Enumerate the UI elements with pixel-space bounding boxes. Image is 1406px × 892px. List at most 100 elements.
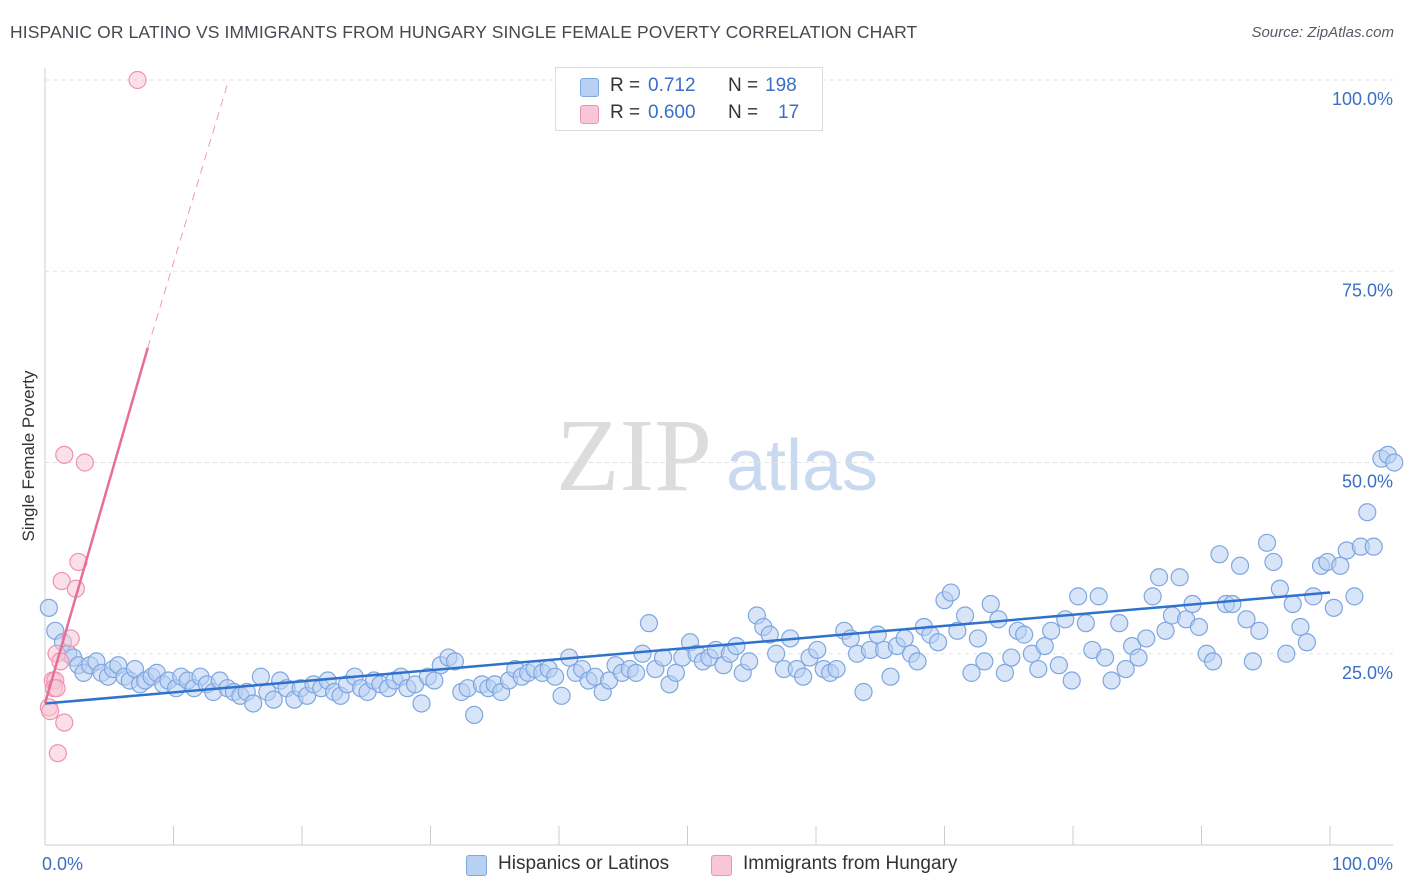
tick-labels: 25.0% 50.0% 75.0% 100.0% 0.0% 100.0%	[42, 89, 1393, 874]
data-point-hispanic	[1210, 545, 1229, 564]
data-point-hispanic	[767, 644, 786, 663]
legend-r-value: 0.712	[648, 75, 696, 96]
data-point-hispanic	[1049, 656, 1068, 675]
data-point-hispanic	[1062, 671, 1081, 690]
data-point-hispanic	[264, 690, 283, 709]
legend-n-label: N =	[728, 75, 759, 96]
legend-r-value: 0.600	[648, 102, 696, 123]
data-point-hungary	[55, 713, 74, 732]
data-point-hispanic	[1257, 533, 1277, 552]
data-point-hispanic	[854, 682, 873, 702]
legend-n-value: 198	[765, 75, 797, 96]
data-point-hispanic	[1270, 579, 1289, 598]
data-point-hispanic	[465, 705, 484, 725]
data-point-hispanic	[981, 594, 1000, 614]
legend-label: Hispanics or Latinos	[498, 853, 670, 874]
data-point-hispanic	[928, 633, 948, 652]
data-point-hispanic	[989, 610, 1008, 629]
data-point-hispanic	[1096, 648, 1115, 667]
data-point-hungary	[48, 744, 67, 763]
data-point-hispanic	[908, 652, 927, 671]
data-point-hispanic	[895, 629, 914, 648]
data-point-hispanic	[1015, 625, 1034, 644]
data-point-hispanic	[1223, 594, 1242, 614]
chart-title: HISPANIC OR LATINO VS IMMIGRANTS FROM HU…	[10, 22, 918, 42]
legend-swatch-pink	[711, 855, 732, 876]
data-point-hispanic	[1110, 614, 1129, 633]
data-point-hispanic	[1230, 556, 1250, 575]
watermark-atlas: atlas	[726, 426, 878, 506]
data-point-hispanic	[948, 621, 967, 640]
y-tick-label: 50.0%	[1342, 472, 1393, 492]
data-point-hispanic	[1029, 659, 1048, 679]
data-point-hispanic	[1042, 621, 1061, 640]
legend-n-label: N =	[728, 102, 759, 123]
y-axis-title: Single Female Poverty	[19, 370, 38, 542]
data-point-hispanic	[1385, 453, 1404, 472]
data-point-hispanic	[1324, 598, 1343, 617]
source-label: Source: ZipAtlas.com	[1251, 24, 1394, 41]
data-point-hispanic	[1358, 503, 1377, 522]
data-point-hispanic	[633, 644, 652, 663]
data-point-hispanic	[962, 663, 981, 682]
data-point-hispanic	[941, 583, 961, 602]
data-point-hispanic	[1243, 652, 1263, 671]
y-tick-label: 100.0%	[1332, 89, 1393, 109]
data-point-hispanic	[1076, 614, 1095, 633]
data-point-hispanic	[626, 663, 646, 682]
data-point-hispanic	[412, 694, 431, 713]
data-point-hispanic	[1143, 587, 1162, 606]
data-point-hungary	[52, 571, 71, 591]
data-point-hispanic	[1277, 644, 1296, 663]
data-point-hispanic	[1345, 587, 1364, 606]
data-point-hispanic	[727, 636, 746, 656]
legend-swatch-blue	[580, 78, 599, 97]
data-point-hispanic	[1250, 621, 1269, 640]
legend-swatch-pink	[580, 105, 599, 124]
data-point-hungary	[41, 702, 60, 721]
y-tick-label: 75.0%	[1342, 280, 1393, 300]
watermark: ZIP atlas	[556, 398, 878, 513]
x-tick-label: 100.0%	[1332, 854, 1393, 874]
data-point-hispanic	[955, 606, 975, 625]
stats-legend: R = 0.712 N = 198 R = 0.600 N = 17	[555, 67, 823, 131]
data-point-hispanic	[1264, 552, 1283, 572]
x-tick-label: 0.0%	[42, 854, 83, 874]
legend-swatch-blue	[466, 855, 487, 876]
trend-line-hungary-extension	[147, 79, 230, 348]
data-point-hispanic	[1283, 594, 1302, 614]
data-point-hispanic	[39, 598, 58, 617]
data-point-hispanic	[760, 625, 779, 644]
trend-line-hungary	[43, 347, 150, 704]
data-point-hispanic	[1170, 568, 1189, 587]
data-point-hispanic	[251, 667, 270, 686]
data-point-hungary	[61, 629, 80, 648]
data-point-hispanic	[975, 652, 994, 671]
trend-line-hispanic	[44, 591, 1331, 705]
data-point-hispanic	[808, 640, 827, 660]
data-point-hispanic	[868, 625, 887, 644]
data-point-hispanic	[1102, 671, 1121, 690]
data-point-hispanic	[1156, 621, 1175, 640]
data-point-hispanic	[1129, 648, 1148, 667]
data-point-hispanic	[881, 667, 900, 686]
data-point-hispanic	[546, 667, 565, 686]
data-point-hungary	[55, 445, 74, 464]
data-point-hispanic	[1116, 659, 1135, 679]
grid-lines	[45, 79, 1393, 655]
data-point-hispanic	[1035, 636, 1054, 656]
axes	[44, 68, 1393, 846]
data-point-hispanic	[1089, 587, 1108, 606]
data-point-hispanic	[1203, 652, 1223, 671]
data-point-hispanic	[1297, 633, 1316, 652]
data-point-hispanic	[794, 667, 813, 686]
data-point-hispanic	[666, 663, 686, 682]
legend-n-value: 17	[778, 102, 800, 123]
data-point-hispanic	[639, 614, 659, 633]
data-point-hispanic	[1069, 587, 1088, 606]
y-tick-label: 25.0%	[1342, 663, 1393, 683]
data-point-hispanic	[995, 663, 1014, 682]
data-point-hispanic	[1364, 537, 1383, 556]
data-point-hispanic	[1149, 568, 1169, 587]
